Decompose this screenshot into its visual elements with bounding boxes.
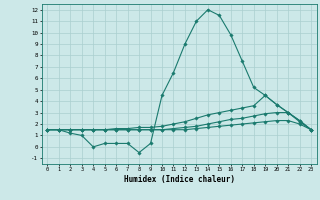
X-axis label: Humidex (Indice chaleur): Humidex (Indice chaleur) <box>124 175 235 184</box>
